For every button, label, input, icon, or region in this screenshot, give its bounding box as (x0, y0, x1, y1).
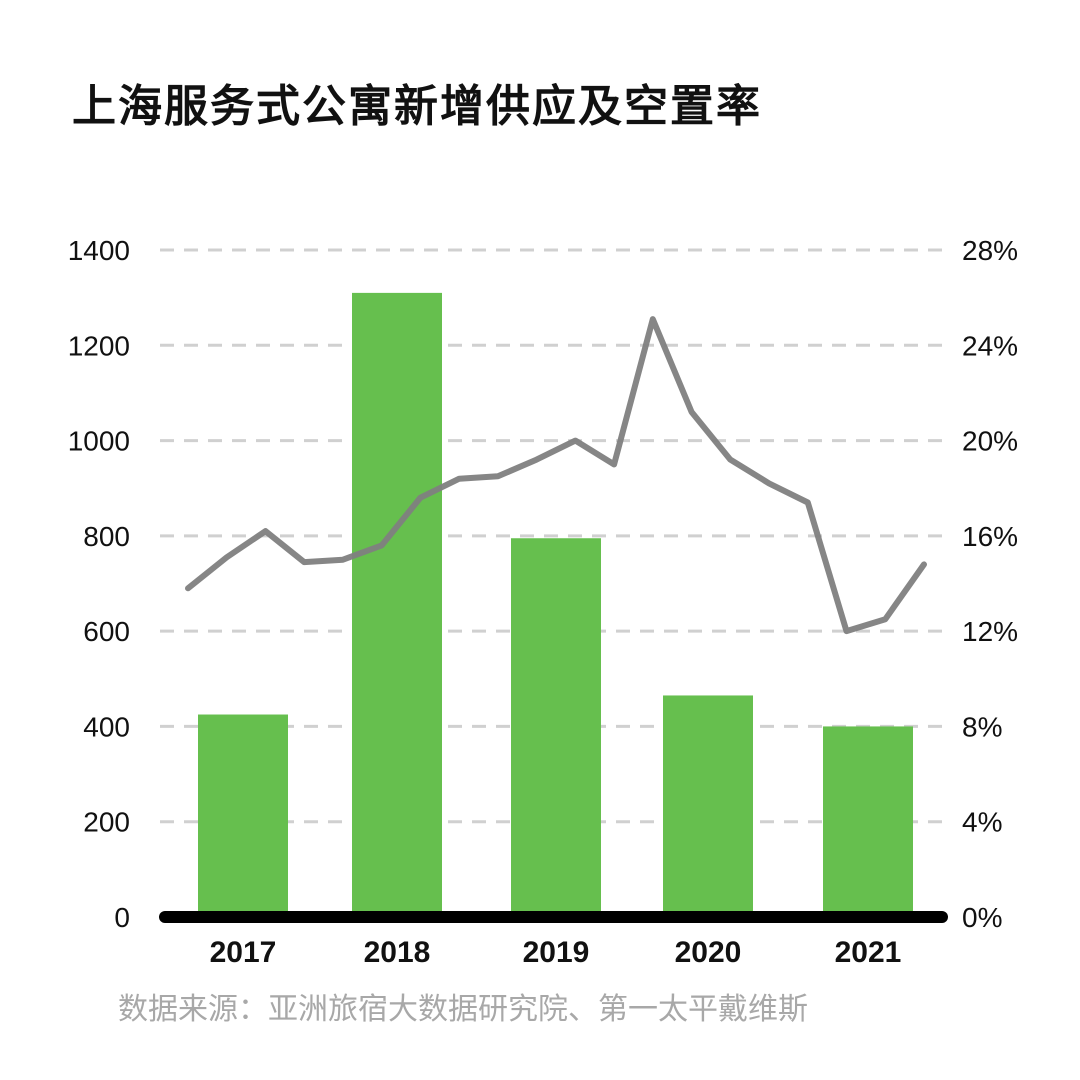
y-left-tick-label: 1200 (68, 330, 130, 361)
chart-title: 上海服务式公寓新增供应及空置率 (72, 81, 762, 132)
x-tick-label: 2017 (210, 936, 277, 969)
vacancy-rate-line (185, 316, 927, 635)
bar (511, 538, 601, 917)
x-tick-label: 2018 (364, 936, 431, 969)
y-right-tick-label: 16% (962, 521, 1018, 552)
source-note: 数据来源：亚洲旅宿大数据研究院、第一太平戴维斯 (118, 992, 808, 1027)
y-left-tick-label: 200 (83, 807, 130, 838)
y-right-tick-label: 4% (962, 807, 1002, 838)
y-right-tick-label: 20% (962, 426, 1018, 457)
x-tick-label: 2019 (523, 936, 590, 969)
y-left-tick-label: 800 (83, 521, 130, 552)
x-tick-label: 2021 (835, 936, 902, 969)
y-left-tick-label: 600 (83, 616, 130, 647)
y-left-tick-label: 0 (114, 902, 130, 933)
y-right-tick-label: 28% (962, 235, 1018, 266)
bar (198, 714, 288, 917)
y-right-tick-label: 24% (962, 330, 1018, 361)
bar (823, 726, 913, 917)
bar (663, 695, 753, 917)
x-tick-label: 2020 (675, 936, 742, 969)
y-right-tick-label: 8% (962, 711, 1002, 742)
y-left-tick-label: 1400 (68, 235, 130, 266)
y-right-tick-label: 0% (962, 902, 1002, 933)
y-left-tick-label: 400 (83, 711, 130, 742)
bar (352, 292, 442, 918)
y-left-tick-label: 1000 (68, 426, 130, 457)
y-right-tick-label: 12% (962, 616, 1018, 647)
